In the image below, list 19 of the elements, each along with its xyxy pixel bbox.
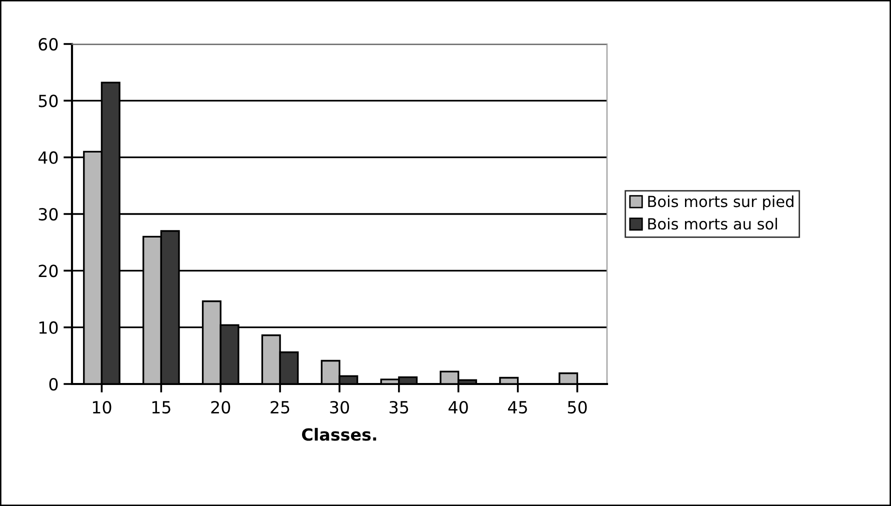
legend-label: Bois morts au sol: [648, 218, 777, 230]
x-tick-label: 20: [211, 400, 230, 414]
x-tick-label: 35: [390, 400, 408, 414]
y-tick-label: 10: [39, 321, 58, 334]
x-tick-label: 15: [152, 401, 170, 414]
y-tick-label: 60: [38, 38, 58, 51]
y-tick-label: 40: [38, 151, 58, 164]
legend-label: Bois morts sur pied: [648, 195, 794, 210]
y-tick-label: 20: [38, 264, 58, 278]
y-tick-label: 30: [38, 208, 58, 221]
y-tick-label: 0: [49, 378, 58, 391]
x-tick-label: 25: [270, 400, 290, 414]
x-tick-label: 10: [92, 400, 112, 414]
x-axis-title: Classes.: [302, 428, 376, 441]
x-tick-label: 50: [568, 400, 587, 414]
x-tick-label: 30: [330, 400, 349, 414]
x-tick-label: 45: [508, 401, 527, 414]
y-tick-label: 50: [38, 94, 58, 108]
x-tick-label: 40: [448, 400, 468, 414]
